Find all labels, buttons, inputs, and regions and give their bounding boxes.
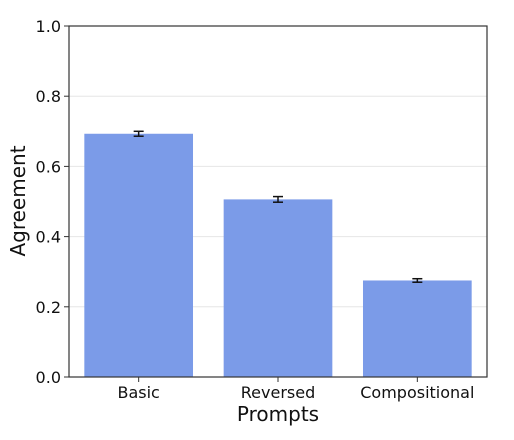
y-tick-label-3: 0.6: [36, 157, 61, 176]
x-tick-label-1: Reversed: [241, 383, 315, 402]
x-tick-label-2: Compositional: [360, 383, 474, 402]
y-tick-label-1: 0.2: [36, 298, 61, 317]
error-bars: [133, 130, 423, 283]
bar-compositional: [362, 280, 472, 377]
bars: [84, 133, 472, 377]
x-axis-title: Prompts: [237, 402, 319, 426]
x-tick-label-0: Basic: [117, 383, 159, 402]
y-axis-title: Agreement: [6, 145, 30, 256]
y-tick-label-0: 0.0: [36, 368, 61, 387]
y-tick-label-2: 0.4: [36, 228, 61, 247]
y-tick-label-4: 0.8: [36, 87, 61, 106]
y-tick-label-5: 1.0: [36, 17, 61, 36]
tick-labels: Basic Reversed Compositional 0.0 0.2 0.4 0.6 0.…: [36, 17, 475, 402]
bar-basic: [84, 133, 194, 377]
bar-reversed: [223, 199, 333, 377]
